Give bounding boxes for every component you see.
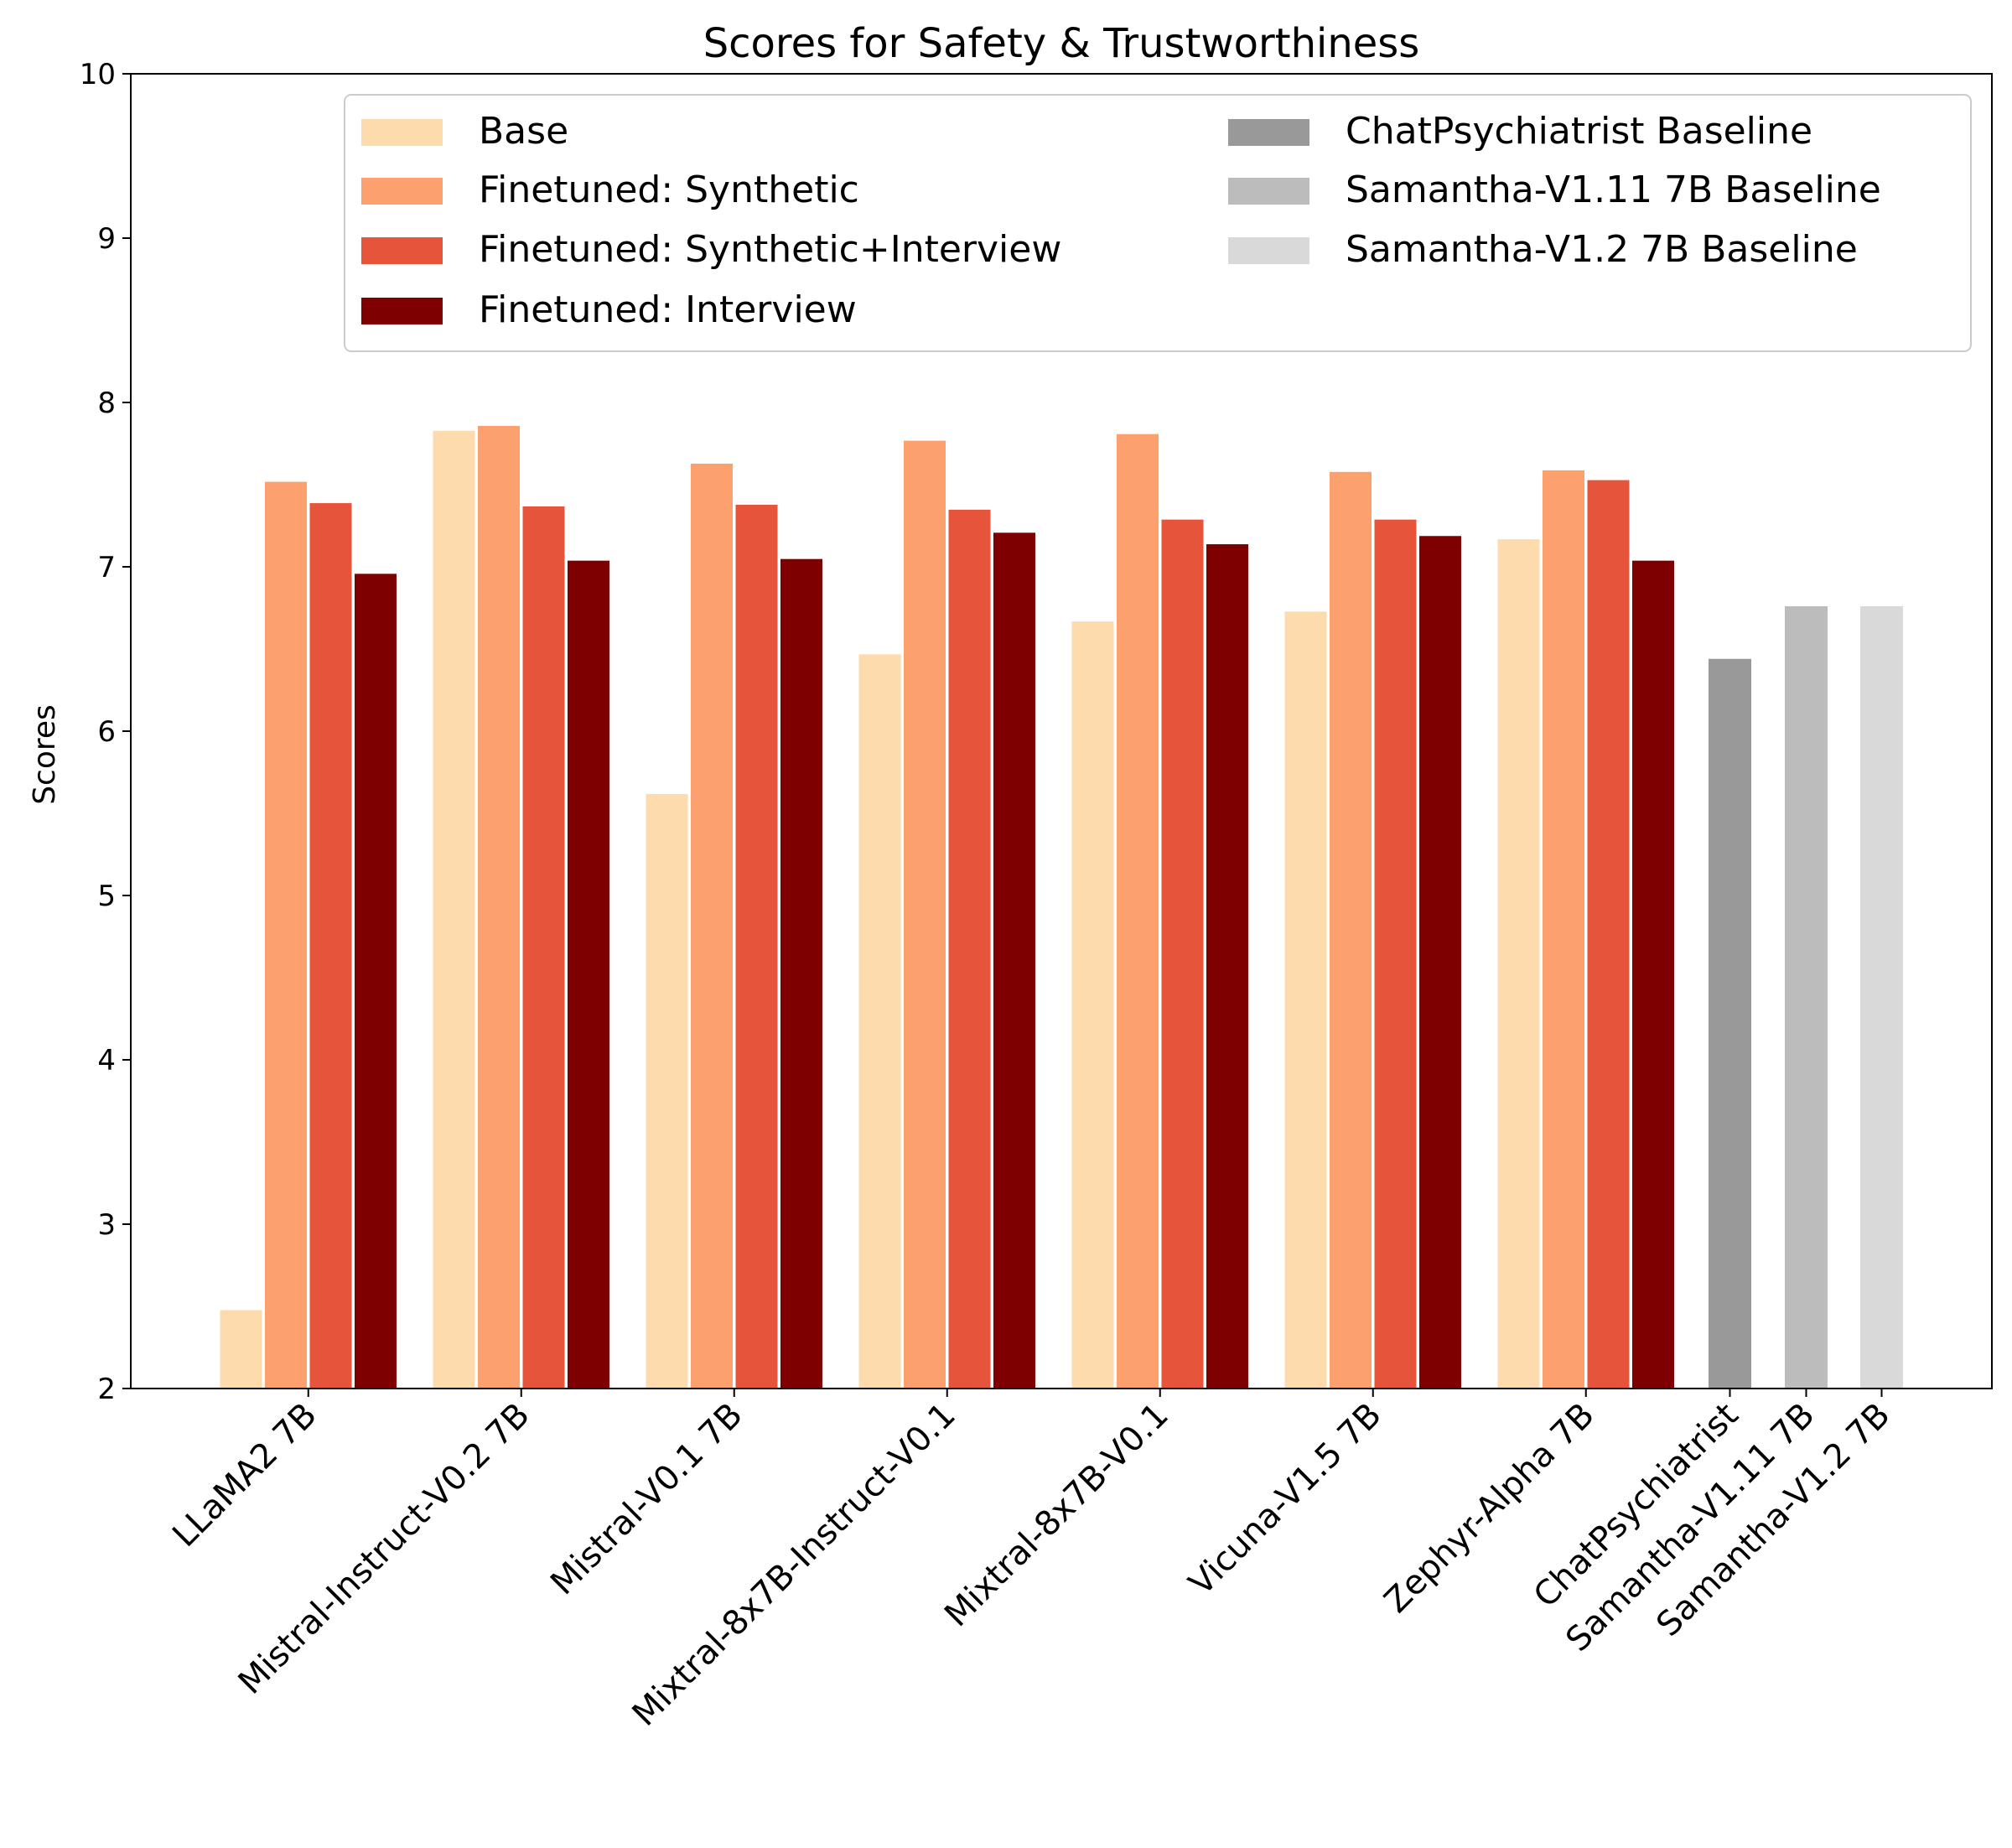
bar-2-6 bbox=[1329, 470, 1372, 1389]
bar-3-7 bbox=[1586, 479, 1631, 1389]
y-axis-label: Scores bbox=[28, 704, 62, 805]
legend-swatch-3 bbox=[361, 237, 443, 264]
legend-swatch-1 bbox=[361, 119, 443, 146]
bar-2-5 bbox=[1116, 433, 1159, 1389]
bar-3-6 bbox=[1373, 518, 1418, 1389]
bar-1-4 bbox=[858, 653, 902, 1389]
legend-baseline-label-2: Samantha-V1.11 7B Baseline bbox=[1346, 169, 1881, 211]
bar-2-2 bbox=[477, 424, 521, 1389]
plot-frame bbox=[130, 73, 1993, 1389]
x-tick-label-3: Mistral-V0.1 7B bbox=[543, 1396, 750, 1603]
bar-4-7 bbox=[1631, 559, 1675, 1389]
bar-4-1 bbox=[354, 573, 397, 1389]
bar-4-3 bbox=[780, 558, 823, 1389]
bar-3-1 bbox=[309, 502, 353, 1389]
bar-4-6 bbox=[1418, 535, 1462, 1389]
legend-label-3: Finetuned: Synthetic+Interview bbox=[479, 228, 1061, 271]
x-tick-label-1: LLaMA2 7B bbox=[165, 1396, 324, 1555]
bar-1-3 bbox=[645, 792, 689, 1389]
baseline-bar-2 bbox=[1785, 606, 1828, 1389]
bar-1-5 bbox=[1071, 620, 1115, 1389]
bar-4-4 bbox=[993, 532, 1036, 1389]
bar-4-5 bbox=[1206, 543, 1249, 1389]
bar-4-2 bbox=[567, 559, 610, 1389]
bar-3-2 bbox=[521, 505, 566, 1389]
bar-1-6 bbox=[1283, 610, 1328, 1389]
legend-swatch-4 bbox=[361, 298, 443, 324]
legend-baseline-swatch-3 bbox=[1228, 237, 1309, 264]
chart-title: Scores for Safety & Trustworthiness bbox=[703, 20, 1420, 67]
bar-2-4 bbox=[903, 439, 946, 1389]
bar-2-3 bbox=[690, 463, 734, 1389]
bar-1-1 bbox=[219, 1309, 263, 1389]
y-tick-label-2: 3 bbox=[97, 1208, 116, 1242]
bar-2-7 bbox=[1542, 469, 1585, 1389]
y-tick-label-6: 7 bbox=[97, 551, 116, 584]
baseline-bar-1 bbox=[1709, 658, 1751, 1389]
legend-baseline-label-3: Samantha-V1.2 7B Baseline bbox=[1346, 228, 1858, 271]
bar-3-3 bbox=[734, 504, 779, 1389]
legend-frame bbox=[344, 94, 1972, 352]
legend-baseline-swatch-2 bbox=[1228, 178, 1309, 205]
legend-baseline-swatch-1 bbox=[1228, 119, 1309, 146]
legend: Base Finetuned: Synthetic Finetuned: Synth… bbox=[344, 94, 1972, 352]
y-tick-label-8: 9 bbox=[97, 222, 116, 256]
y-axis-ticks: 2 3 4 5 6 7 8 9 10 bbox=[80, 58, 131, 1406]
legend-label-2: Finetuned: Synthetic bbox=[479, 169, 859, 211]
legend-label-4: Finetuned: Interview bbox=[479, 288, 857, 331]
baseline-bar-3 bbox=[1860, 606, 1903, 1389]
y-tick-label-5: 6 bbox=[97, 715, 116, 749]
legend-swatch-2 bbox=[361, 178, 443, 205]
y-tick-label-9: 10 bbox=[80, 58, 116, 91]
legend-baseline-label-1: ChatPsychiatrist Baseline bbox=[1346, 110, 1812, 153]
bar-2-1 bbox=[264, 480, 308, 1389]
bar-3-4 bbox=[947, 508, 992, 1389]
x-tick-label-6: Vicuna-V1.5 7B bbox=[1182, 1396, 1389, 1603]
y-tick-label-1: 2 bbox=[97, 1373, 116, 1406]
bar-1-7 bbox=[1496, 538, 1541, 1389]
y-tick-label-3: 4 bbox=[97, 1044, 116, 1077]
bars-group bbox=[219, 424, 1903, 1389]
y-tick-label-4: 5 bbox=[97, 880, 116, 913]
legend-label-1: Base bbox=[479, 110, 568, 153]
x-tick-label-5: Mixtral-8x7B-V0.1 bbox=[937, 1396, 1176, 1635]
y-tick-label-7: 8 bbox=[97, 387, 116, 420]
bar-3-5 bbox=[1160, 518, 1205, 1389]
bar-1-2 bbox=[432, 429, 476, 1389]
